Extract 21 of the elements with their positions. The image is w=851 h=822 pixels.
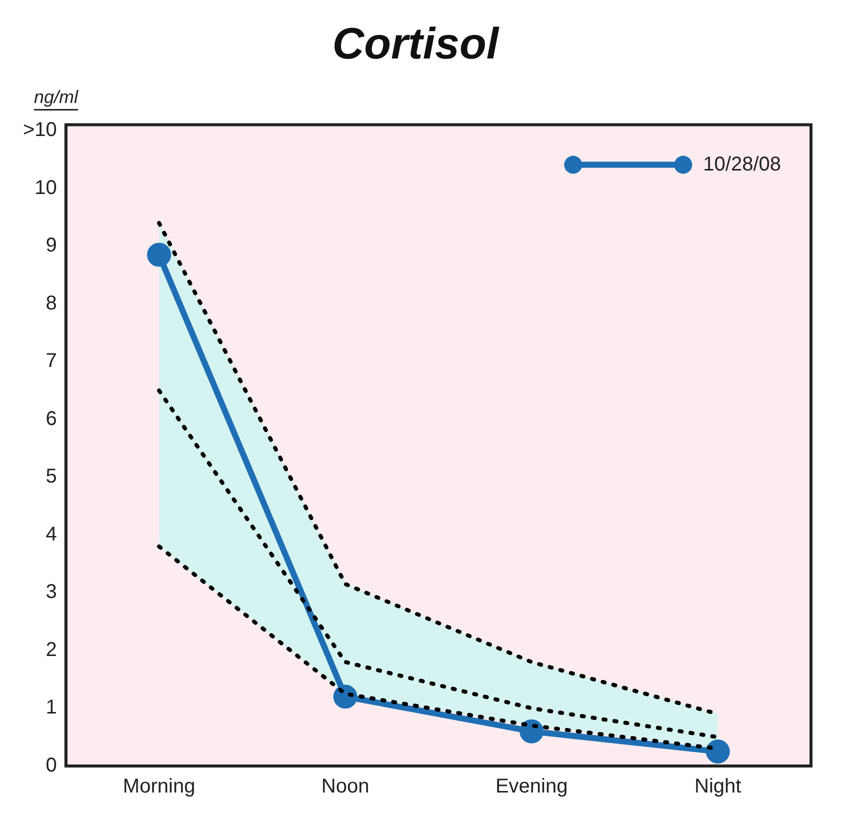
- y-tick-label: 8: [46, 292, 57, 314]
- point: [147, 242, 172, 267]
- y-tick-label: 3: [46, 581, 57, 604]
- y-tick-label: 9: [46, 234, 57, 257]
- x-tick-label: Noon: [321, 776, 370, 798]
- y-tick-label: 7: [46, 350, 57, 372]
- y-tick-label: 2: [46, 638, 57, 661]
- y-tick-label: >10: [22, 119, 57, 142]
- point: [706, 740, 730, 764]
- y-tick-label: 10: [34, 176, 57, 199]
- x-tick-label: Evening: [495, 776, 568, 798]
- legend-label: 10/28/08: [703, 153, 782, 176]
- x-tick-label: Night: [694, 776, 742, 798]
- x-tick-label: Morning: [122, 776, 196, 798]
- y-tick-label: 4: [46, 523, 57, 546]
- y-tick-label: 6: [46, 408, 57, 430]
- chart-title: Cortisol: [332, 20, 500, 69]
- y-axis-title: ng/ml: [34, 86, 80, 107]
- y-tick-label: 0: [46, 754, 57, 777]
- y-tick-label: 5: [46, 466, 57, 488]
- y-tick-label: 1: [46, 696, 57, 719]
